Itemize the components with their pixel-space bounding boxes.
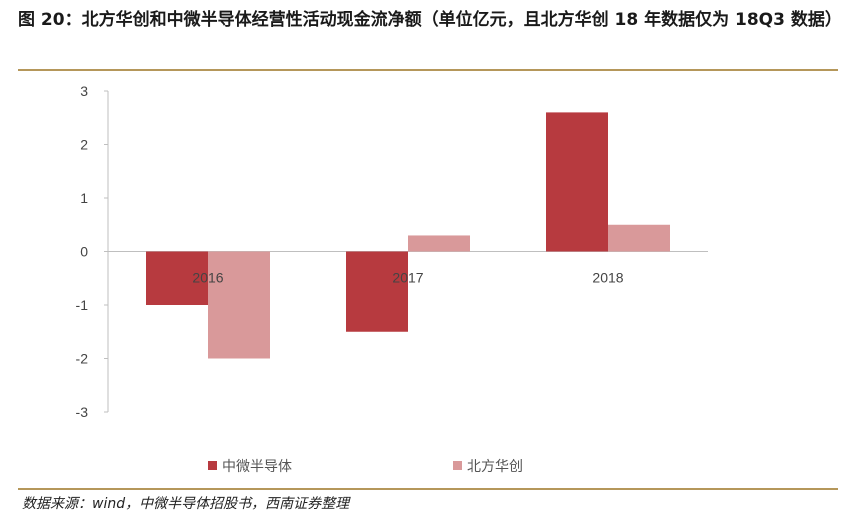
legend-label: 中微半导体: [222, 459, 292, 475]
y-tick-label: -2: [76, 351, 89, 367]
category-label: 2017: [392, 270, 423, 286]
category-label: 2018: [592, 270, 623, 286]
bar-series-2-2017: [408, 235, 470, 252]
bar-series-1-2017: [346, 251, 408, 332]
y-tick-label: 1: [80, 190, 88, 206]
figure-title: 图 20：北方华创和中微半导体经营性活动现金流净额（单位亿元，且北方华创 18 …: [18, 10, 842, 30]
title-rule: [18, 69, 838, 71]
bar-series-2-2018: [608, 224, 670, 252]
y-tick-label: 3: [80, 83, 88, 99]
y-tick-label: -1: [76, 297, 89, 313]
y-tick-label: 0: [80, 244, 88, 260]
bar-series-1-2016: [146, 251, 208, 305]
source-note: 数据来源：wind，中微半导体招股书，西南证券整理: [22, 496, 350, 512]
y-tick-labels: 3 2 1 0 -1 -2 -3: [76, 83, 108, 420]
category-label: 2016: [192, 270, 223, 286]
category-labels: 2016 2017 2018: [192, 270, 623, 286]
bar-series-1-2018: [546, 112, 608, 252]
legend-swatch: [453, 461, 462, 470]
bars: [146, 112, 670, 359]
legend-label: 北方华创: [467, 459, 523, 475]
y-tick-label: -3: [76, 404, 89, 420]
legend: 中微半导体 北方华创: [208, 459, 523, 475]
legend-swatch: [208, 461, 217, 470]
source-rule: [18, 488, 838, 490]
y-tick-label: 2: [80, 137, 88, 153]
bar-series-2-2016: [208, 251, 270, 359]
